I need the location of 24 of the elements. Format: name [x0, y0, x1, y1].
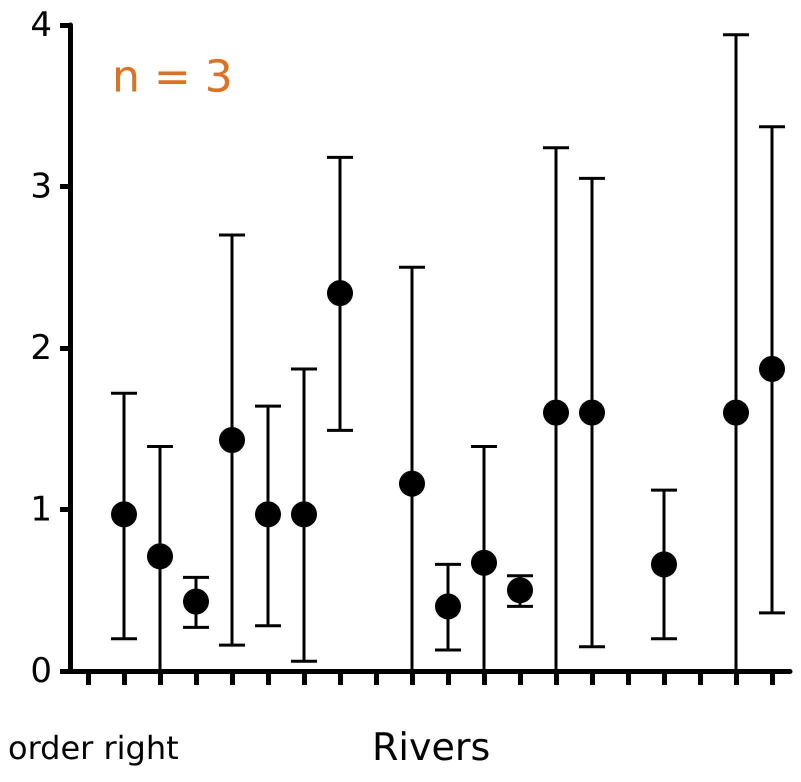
y-tick-label: 2 [30, 328, 52, 368]
y-tick-label: 3 [30, 166, 52, 206]
point [255, 501, 281, 528]
point [399, 470, 425, 497]
y-tick-label: 0 [30, 651, 52, 691]
point [723, 400, 749, 426]
y-tick-label: 4 [30, 5, 52, 45]
x-axis-title: Rivers [372, 725, 490, 769]
point [759, 356, 785, 382]
point [435, 593, 461, 620]
point [111, 501, 137, 528]
point [471, 550, 497, 576]
point [507, 577, 533, 604]
annotation: n = 3 [112, 52, 233, 102]
point [147, 543, 173, 570]
point [651, 551, 677, 578]
point [543, 400, 569, 426]
point [327, 280, 353, 306]
y-tick-label: 1 [30, 490, 52, 530]
point [579, 400, 605, 426]
text: order right [8, 729, 179, 767]
point [183, 588, 209, 615]
point [219, 427, 245, 454]
point [291, 501, 317, 528]
